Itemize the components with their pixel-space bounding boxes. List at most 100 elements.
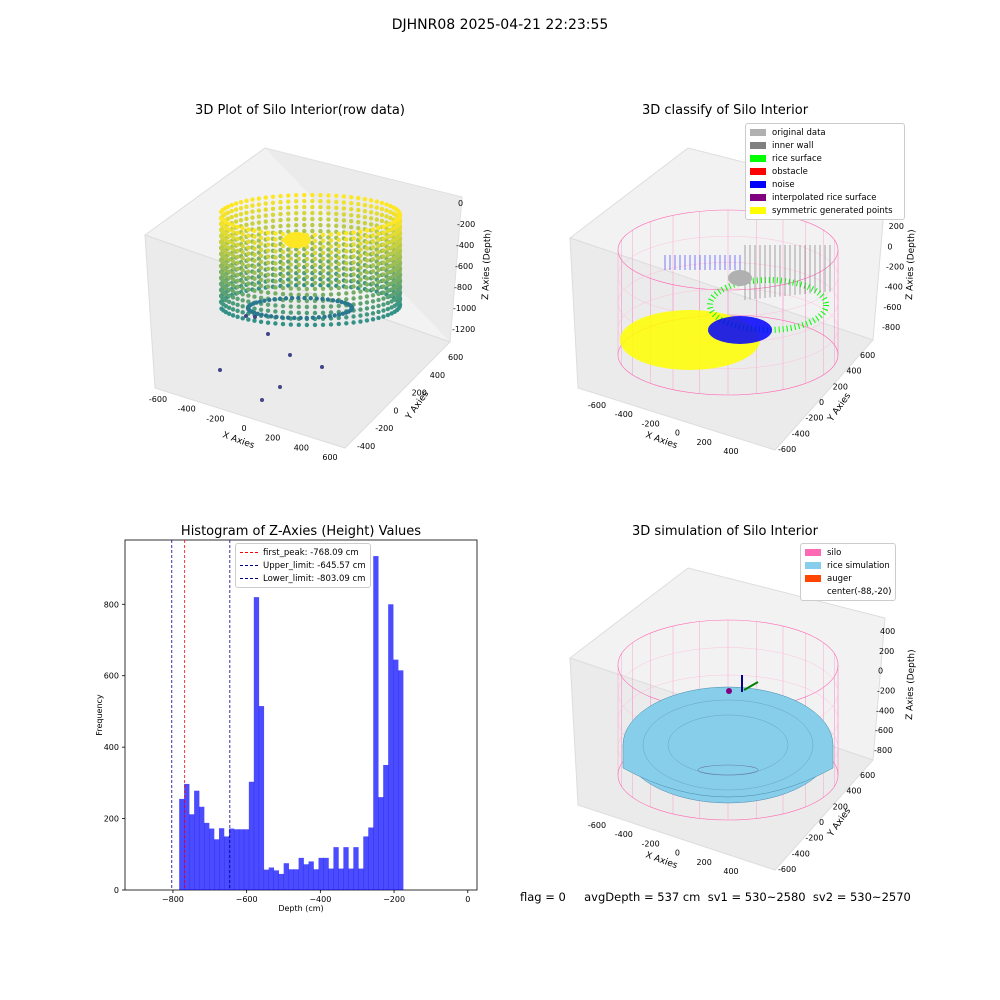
raw-point [358,289,363,294]
raw-point [351,272,356,277]
legend-swatch [805,549,821,556]
raw-point [385,234,391,240]
raw-point [356,201,361,207]
raw-point [381,242,386,247]
raw-point [376,291,381,297]
raw-point [265,260,271,265]
raw-point [235,266,240,272]
legend-swatch [750,194,766,201]
raw-point [370,311,376,316]
histogram-bar [313,869,319,890]
raw-point [258,253,264,258]
x-tick-label: -400 [615,410,633,419]
raw-point [256,220,262,225]
raw-point [219,282,224,287]
raw-point [344,291,349,296]
raw-point [240,268,245,273]
raw-point [258,235,264,240]
legend-swatch [750,207,766,214]
legend-entry: inner wall [750,139,900,152]
raw-point [389,227,394,232]
raw-point [351,290,356,295]
raw-point [330,298,336,303]
legend-entry: Upper_limit: -645.57 cm [240,559,366,572]
raw-point [246,239,251,244]
z-tick-label: 200 [889,222,904,231]
legend-label: rice surface [772,153,822,164]
raw-point [362,214,368,220]
raw-point [256,202,262,207]
histogram-bar [218,828,225,890]
legend-swatch [240,565,258,566]
raw-point [318,204,323,210]
raw-point [230,289,236,294]
raw-point [235,302,240,308]
raw-point [296,262,302,268]
x-tick-label: −200 [383,895,405,904]
raw-point [379,206,385,212]
raw-point [265,248,271,253]
raw-point [336,273,341,279]
raw-point [341,194,347,199]
raw-point [381,314,386,319]
raw-point [218,368,222,372]
raw-point [280,249,286,255]
raw-point [267,297,272,303]
raw-point [278,193,283,199]
raw-point [304,315,309,321]
raw-point [339,299,344,305]
raw-point [334,211,339,217]
raw-point [320,256,326,261]
raw-point [270,224,276,229]
legend-entry: auger [805,572,891,585]
raw-point [326,277,331,282]
histogram-bar [189,814,195,890]
raw-point [328,238,334,243]
raw-point [358,247,363,252]
raw-point [336,312,342,317]
histogram-bar [368,827,374,890]
raw-point [230,241,236,246]
raw-point [230,229,236,234]
raw-point [320,292,326,297]
raw-point [312,274,318,280]
histogram-bar [388,604,394,890]
rice-surface-points [707,277,829,333]
raw-point [252,294,257,299]
raw-point [336,231,341,237]
raw-point [376,279,381,285]
raw-point [322,314,327,320]
raw-point [327,313,333,319]
raw-point [381,302,386,307]
classify-legend: original data inner wall rice surface obsta… [745,123,905,220]
raw-point [385,312,391,318]
raw-point [235,260,240,266]
histogram-bar [288,869,294,890]
y-tick-label: -400 [357,442,375,451]
classify-3d-plot: -600 -400 -200 0 200 400 -600 -400 -200 0 200 400 60… [568,147,917,456]
raw-point [258,295,264,300]
raw-point [272,297,277,302]
raw-point [310,192,315,198]
raw-point [379,218,385,224]
raw-point [263,195,268,200]
x-tick-label: 200 [697,858,712,867]
raw-point [263,225,268,230]
raw-point [358,307,363,312]
y-tick-label: 200 [833,382,848,391]
raw-point [385,306,391,312]
raw-point [326,247,331,252]
raw-point [246,251,251,256]
raw-point [376,237,381,243]
raw-point [240,238,245,243]
raw-point [379,212,385,218]
raw-point [379,200,385,206]
raw-point [320,250,326,255]
raw-point [389,239,394,244]
classify-zlabel: Z Axies (Depth) [905,229,917,300]
raw-point [385,276,391,282]
raw-point [370,281,376,286]
raw-point [304,268,310,274]
raw-point [219,270,224,275]
classify-xlabel: X Axies [644,430,679,451]
